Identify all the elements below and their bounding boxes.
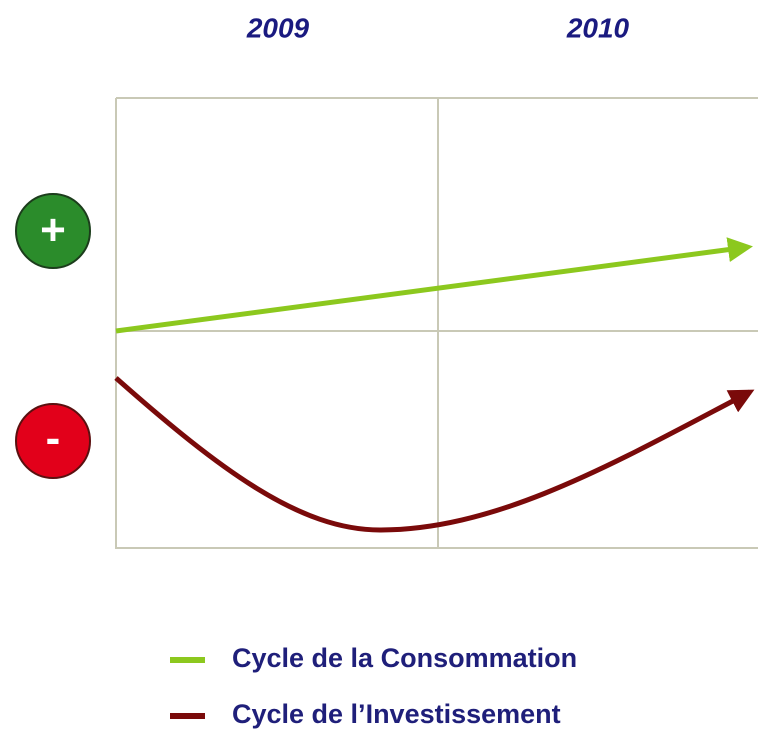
year-label: 2009 (246, 12, 310, 43)
legend-swatch (170, 657, 205, 663)
minus-circle (15, 403, 91, 479)
legend-label: Cycle de la Consommation (232, 643, 577, 673)
legend: Cycle de la Consommation Cycle de l’Inves… (170, 643, 577, 729)
consumption-curve (115, 237, 753, 334)
minus-sign: - (46, 414, 61, 463)
grid (115, 97, 758, 549)
legend-label: Cycle de l’Investissement (232, 699, 561, 729)
year-label: 2010 (566, 12, 630, 43)
plus-circle (15, 193, 91, 269)
investment-curve (114, 376, 755, 533)
legend-swatch (170, 713, 205, 719)
grid-lines (115, 97, 758, 549)
plus-sign: + (40, 206, 66, 255)
